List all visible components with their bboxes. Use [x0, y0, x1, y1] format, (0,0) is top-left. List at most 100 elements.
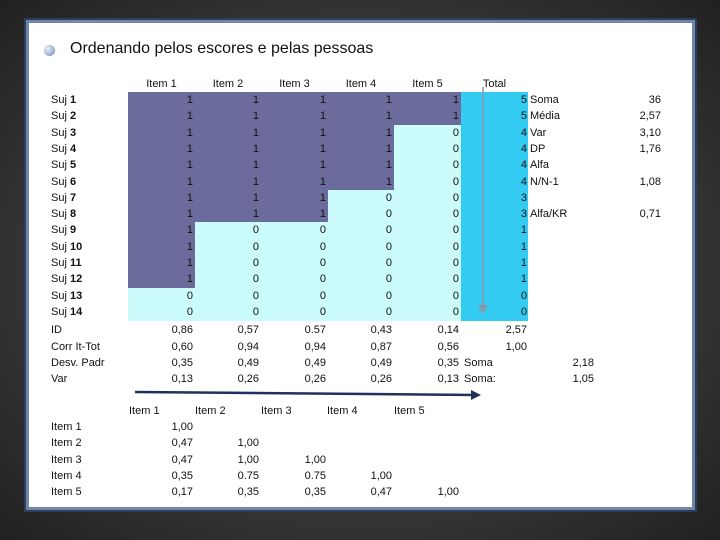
cell-fill: [128, 173, 195, 191]
cell-fill: [195, 92, 261, 109]
score-cell: 0: [319, 305, 326, 318]
corr-column-header: Item 5: [394, 405, 425, 417]
cell-fill: [328, 92, 394, 109]
arrows: [134, 87, 488, 400]
row-label-number: 7: [69, 191, 77, 204]
score-cell: 1: [385, 175, 392, 188]
summary-cell: 0,94: [237, 340, 259, 353]
summary-cell: 0,26: [370, 373, 392, 386]
summary-label: Desv. Padr: [51, 356, 105, 369]
cell-fill: [394, 238, 461, 256]
score-cell: 1: [186, 224, 193, 237]
row-label-number: 4: [69, 142, 77, 155]
summary-extra-value: 2,18: [572, 356, 594, 369]
corr-cell: 0.75: [304, 469, 326, 482]
cell-fill: [261, 108, 328, 126]
row-label-prefix: Suj: [51, 273, 70, 286]
score-cell: 0: [385, 273, 392, 286]
cell-fill: [394, 222, 461, 240]
cell-fill: [261, 157, 328, 174]
score-cell: 0: [252, 240, 259, 253]
total-cell: 0: [520, 305, 527, 318]
cell-fill: [328, 108, 394, 126]
score-cell: 1: [385, 142, 392, 155]
total-fill: [461, 303, 528, 321]
cell-fill: [328, 157, 394, 174]
slide: Ordenando pelos escores e pelas pessoas …: [29, 23, 692, 507]
cell-fill: [195, 222, 261, 240]
corr-cell: 0.75: [237, 469, 259, 482]
cell-fill: [128, 92, 195, 109]
cell-fill: [261, 303, 328, 321]
score-cell: 0: [452, 159, 459, 172]
cell-fill: [195, 173, 261, 191]
corr-cell: 0,47: [370, 486, 392, 499]
cell-fill: [128, 108, 195, 126]
total-cell: 1: [520, 257, 527, 269]
corr-cell: 1,00: [237, 453, 259, 466]
row-label-number: 1: [69, 94, 77, 106]
stat-label: Var: [530, 126, 547, 139]
summary-cell: 0,60: [171, 340, 193, 353]
row-label: Suj 3: [51, 125, 121, 141]
summary-cell: 0,87: [370, 340, 392, 353]
corr-row-label: Item 4: [51, 469, 82, 482]
row-label-prefix: Suj: [51, 142, 70, 155]
row-label-number: 10: [69, 240, 83, 253]
row-label-number: 9: [69, 224, 77, 237]
corr-cell: 0,35: [304, 486, 326, 499]
cell-fill: [261, 189, 328, 207]
score-cell: 1: [186, 159, 193, 172]
cell-fill: [328, 206, 394, 223]
row-label-prefix: Suj: [51, 289, 70, 302]
summary-cell: 0,13: [171, 373, 193, 386]
total-fill: [461, 173, 528, 191]
corr-cell: 1,00: [304, 453, 326, 466]
score-cell: 0: [319, 240, 326, 253]
summary-cell: 0,35: [437, 356, 459, 369]
score-cell: 1: [319, 159, 326, 172]
score-cell: 1: [319, 191, 326, 204]
corr-row-label: Item 1: [51, 421, 82, 433]
score-cell: 0: [452, 257, 459, 269]
score-cell: 1: [385, 110, 392, 123]
cell-fill: [328, 124, 394, 142]
score-cell: 1: [452, 110, 459, 123]
score-cell: 1: [186, 257, 193, 269]
score-cell: 1: [186, 94, 193, 106]
cell-fill: [128, 206, 195, 223]
row-label-prefix: Suj: [51, 191, 70, 204]
row-label-prefix: Suj: [51, 126, 70, 139]
stat-label: Média: [530, 110, 560, 123]
summary-cell: 0,94: [304, 340, 326, 353]
summary-cell: 0,26: [304, 373, 326, 386]
total-fill: [461, 206, 528, 223]
summary-cell: 0,57: [237, 324, 259, 337]
total-cell: 4: [520, 142, 527, 155]
cell-fill: [261, 173, 328, 191]
cell-fill: [394, 140, 461, 158]
summary-cell: 0,43: [370, 324, 392, 337]
score-cell: 0: [252, 273, 259, 286]
row-label: Suj 1: [51, 92, 121, 108]
cell-fill: [195, 303, 261, 321]
row-label-prefix: Suj: [51, 257, 70, 269]
total-header: Total: [482, 78, 507, 90]
score-cell: 0: [319, 224, 326, 237]
cell-fill: [394, 271, 461, 289]
score-cell: 1: [252, 110, 259, 123]
cell-fill: [261, 140, 328, 158]
cell-fill: [394, 206, 461, 223]
summary-label: Var: [51, 373, 68, 386]
corr-row-label: Item 3: [51, 453, 82, 466]
total-fill: [461, 271, 528, 289]
score-cell: 0: [319, 273, 326, 286]
total-cell: 4: [520, 126, 527, 139]
total-fill: [461, 140, 528, 158]
summary-label: Corr It-Tot: [51, 340, 100, 353]
summary-extra: 2,57: [505, 324, 527, 337]
cell-fill: [394, 108, 461, 126]
summary-cell: 0.57: [304, 324, 326, 337]
cell-fill: [394, 303, 461, 321]
summary-cell: 0,35: [171, 356, 193, 369]
